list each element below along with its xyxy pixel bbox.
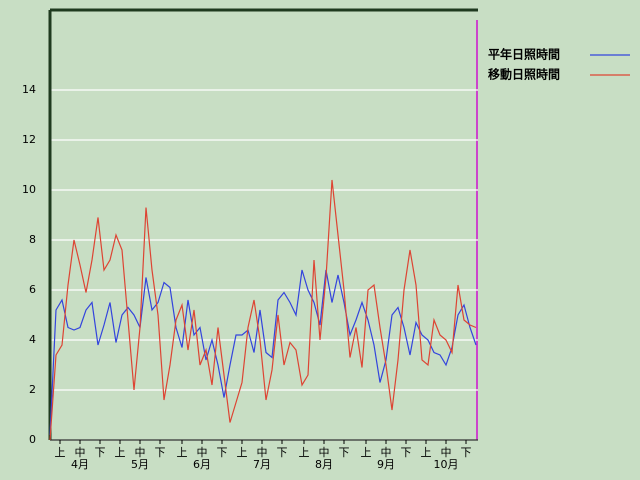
month-label: 7月	[253, 458, 271, 471]
month-label: 6月	[193, 458, 211, 471]
x-tick-label: 下	[401, 446, 412, 459]
month-label: 5月	[131, 458, 149, 471]
month-label: 10月	[434, 458, 459, 471]
month-label: 9月	[377, 458, 395, 471]
legend-label: 移動日照時間	[488, 67, 560, 82]
x-tick-label: 上	[237, 446, 248, 459]
x-tick-label: 下	[155, 446, 166, 459]
y-tick-label: 10	[22, 183, 36, 196]
x-tick-label: 中	[135, 446, 146, 459]
x-tick-label: 上	[177, 446, 188, 459]
x-tick-label: 中	[441, 446, 452, 459]
x-tick-label: 上	[361, 446, 372, 459]
x-tick-label: 中	[381, 446, 392, 459]
x-tick-label: 中	[197, 446, 208, 459]
y-tick-label: 0	[29, 433, 36, 446]
x-tick-label: 下	[95, 446, 106, 459]
x-tick-label: 中	[257, 446, 268, 459]
y-tick-label: 12	[22, 133, 36, 146]
legend-label: 平年日照時間	[488, 47, 560, 62]
x-tick-label: 中	[319, 446, 330, 459]
series-line	[49, 179, 477, 441]
y-tick-label: 4	[29, 333, 36, 346]
x-tick-label: 上	[299, 446, 310, 459]
x-tick-label: 下	[277, 446, 288, 459]
x-tick-label: 下	[217, 446, 228, 459]
month-label: 8月	[315, 458, 333, 471]
x-tick-label: 上	[115, 446, 126, 459]
y-tick-label: 8	[29, 233, 36, 246]
x-tick-label: 下	[461, 446, 472, 459]
series-line	[49, 269, 477, 436]
x-tick-label: 下	[339, 446, 350, 459]
month-label: 4月	[71, 458, 89, 471]
x-tick-label: 上	[55, 446, 66, 459]
x-tick-label: 上	[421, 446, 432, 459]
y-tick-label: 2	[29, 383, 36, 396]
y-tick-label: 14	[22, 83, 36, 96]
y-tick-label: 6	[29, 283, 36, 296]
x-tick-label: 中	[75, 446, 86, 459]
